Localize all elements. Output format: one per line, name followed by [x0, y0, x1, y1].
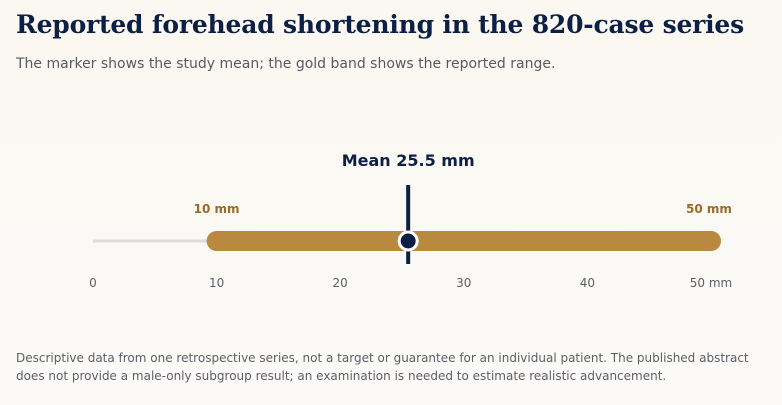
- tick-label: 50 mm: [690, 276, 732, 290]
- range-high-label: 50 mm: [686, 202, 732, 216]
- mean-marker: [397, 230, 419, 252]
- tick-label: 30: [456, 276, 471, 290]
- mean-label: Mean 25.5 mm: [342, 151, 475, 170]
- tick-label: 10: [209, 276, 224, 290]
- tick-label: 40: [580, 276, 595, 290]
- footnote: Descriptive data from one retrospective …: [16, 351, 749, 383]
- range-low-label: 10 mm: [194, 202, 240, 216]
- page-title: Reported forehead shortening in the 820-…: [16, 10, 745, 39]
- tick-label: 0: [89, 276, 97, 290]
- range-chart: Mean 25.5 mm 10 mm 50 mm 0 10 20 30 40 50 mm: [89, 151, 732, 290]
- tick-labels: 0 10 20 30 40 50 mm: [89, 276, 732, 290]
- page-subtitle: The marker shows the study mean; the gol…: [16, 56, 556, 72]
- tick-label: 20: [333, 276, 348, 290]
